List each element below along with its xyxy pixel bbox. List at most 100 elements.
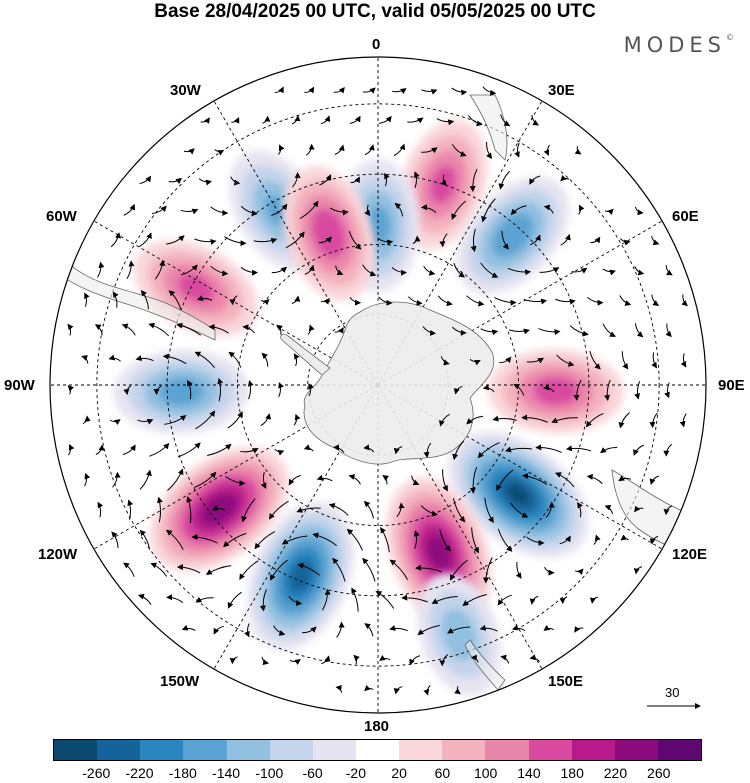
wind-arrow	[81, 355, 89, 364]
wind-arrow	[484, 497, 494, 524]
wind-arrow	[350, 176, 360, 184]
copyright-mark: ©	[726, 33, 734, 42]
wind-arrow	[137, 593, 152, 606]
wind-arrow	[526, 536, 545, 546]
wind-arrow	[414, 171, 420, 188]
colorbar-tick-label: 100	[473, 765, 498, 781]
wind-arrow	[440, 174, 447, 186]
wind-arrow	[289, 659, 301, 665]
label-30e: 30E	[548, 82, 575, 99]
wind-arrow	[244, 623, 250, 638]
wind-arrow	[559, 535, 571, 545]
wind-arrow	[97, 261, 105, 278]
wind-arrow	[482, 384, 495, 393]
wind-arrow	[407, 117, 424, 124]
wind-vectors	[67, 86, 688, 696]
colorbar-tick-label: -140	[212, 765, 241, 781]
wind-arrow	[573, 379, 582, 401]
wind-arrow	[162, 353, 187, 365]
wind-arrow	[440, 356, 450, 366]
wind-arrow	[469, 466, 478, 494]
wind-arrow	[349, 115, 361, 124]
wind-arrow	[210, 206, 229, 216]
wind-arrow	[471, 527, 479, 554]
wind-arrow	[240, 448, 259, 454]
wind-arrow	[349, 296, 362, 306]
wind-arrow	[507, 267, 532, 276]
wind-arrow	[168, 177, 183, 184]
label-120w: 120W	[38, 546, 78, 563]
wind-arrow	[297, 562, 320, 576]
wind-arrow	[512, 624, 526, 632]
wind-arrow	[551, 417, 578, 424]
wind-arrow	[439, 529, 451, 552]
wind-arrow	[320, 298, 330, 305]
wind-arrow	[84, 472, 91, 487]
wind-arrow	[377, 238, 394, 246]
wind-arrow	[633, 566, 643, 575]
wind-arrow	[393, 446, 403, 455]
wind-arrow	[543, 204, 554, 214]
wind-arrow	[543, 624, 555, 631]
wind-arrow	[122, 444, 136, 456]
wind-arrow	[664, 382, 670, 399]
label-150e: 150E	[548, 673, 584, 690]
wind-arrow	[318, 236, 332, 244]
anomaly-contour	[447, 617, 472, 653]
colorbar-tick-label: 20	[391, 765, 407, 781]
wind-arrow	[241, 498, 256, 523]
wind-arrow	[396, 502, 405, 518]
reference-vector-label: 30	[665, 685, 680, 700]
wind-arrow	[316, 474, 333, 482]
wind-arrow	[207, 443, 232, 456]
wind-arrow	[513, 384, 525, 396]
wind-arrow	[194, 351, 215, 369]
wind-arrow	[231, 116, 240, 124]
wind-arrow	[164, 415, 187, 425]
positive-anomaly	[487, 349, 624, 434]
wind-arrow	[176, 564, 201, 574]
wind-arrow	[620, 534, 630, 541]
colorbar-swatch	[485, 740, 529, 760]
colorbar-swatch	[226, 740, 270, 760]
wind-arrow	[375, 590, 395, 609]
label-30w: 30W	[170, 82, 201, 99]
wind-arrow	[336, 621, 345, 638]
wind-arrow	[362, 264, 377, 277]
wind-arrow	[196, 295, 213, 301]
wind-arrow	[452, 440, 465, 461]
wind-arrow	[307, 324, 315, 335]
wind-arrow	[378, 115, 392, 124]
wind-arrow	[470, 228, 477, 253]
wind-arrow	[225, 476, 246, 487]
wind-arrow	[168, 290, 182, 310]
colorbar-tick-label: -260	[82, 765, 111, 781]
wind-arrow	[285, 231, 305, 249]
wind-arrow	[333, 86, 345, 94]
wind-arrow	[268, 500, 289, 520]
wind-arrow	[451, 200, 467, 220]
meridian-line	[93, 220, 379, 386]
wind-arrow	[212, 505, 226, 511]
wind-arrow	[274, 448, 285, 456]
wind-arrow	[415, 564, 443, 573]
wind-arrow	[110, 232, 122, 248]
wind-arrow	[153, 385, 162, 396]
wind-arrow	[469, 168, 478, 193]
wind-arrow	[578, 204, 585, 215]
wind-arrow	[545, 501, 555, 518]
wind-arrow	[139, 175, 151, 185]
wind-arrow	[363, 444, 375, 453]
wind-arrow	[452, 498, 466, 523]
wind-arrow	[438, 413, 450, 427]
wind-arrow	[466, 295, 485, 307]
wind-arrow	[499, 356, 512, 364]
wind-arrow	[240, 267, 259, 276]
wind-arrow	[481, 198, 496, 223]
wind-arrow	[378, 296, 393, 306]
wind-arrow	[380, 527, 390, 553]
africa-coast	[469, 94, 508, 161]
wind-arrow	[332, 557, 346, 582]
wind-arrow	[304, 86, 315, 94]
wind-arrow	[501, 230, 509, 250]
